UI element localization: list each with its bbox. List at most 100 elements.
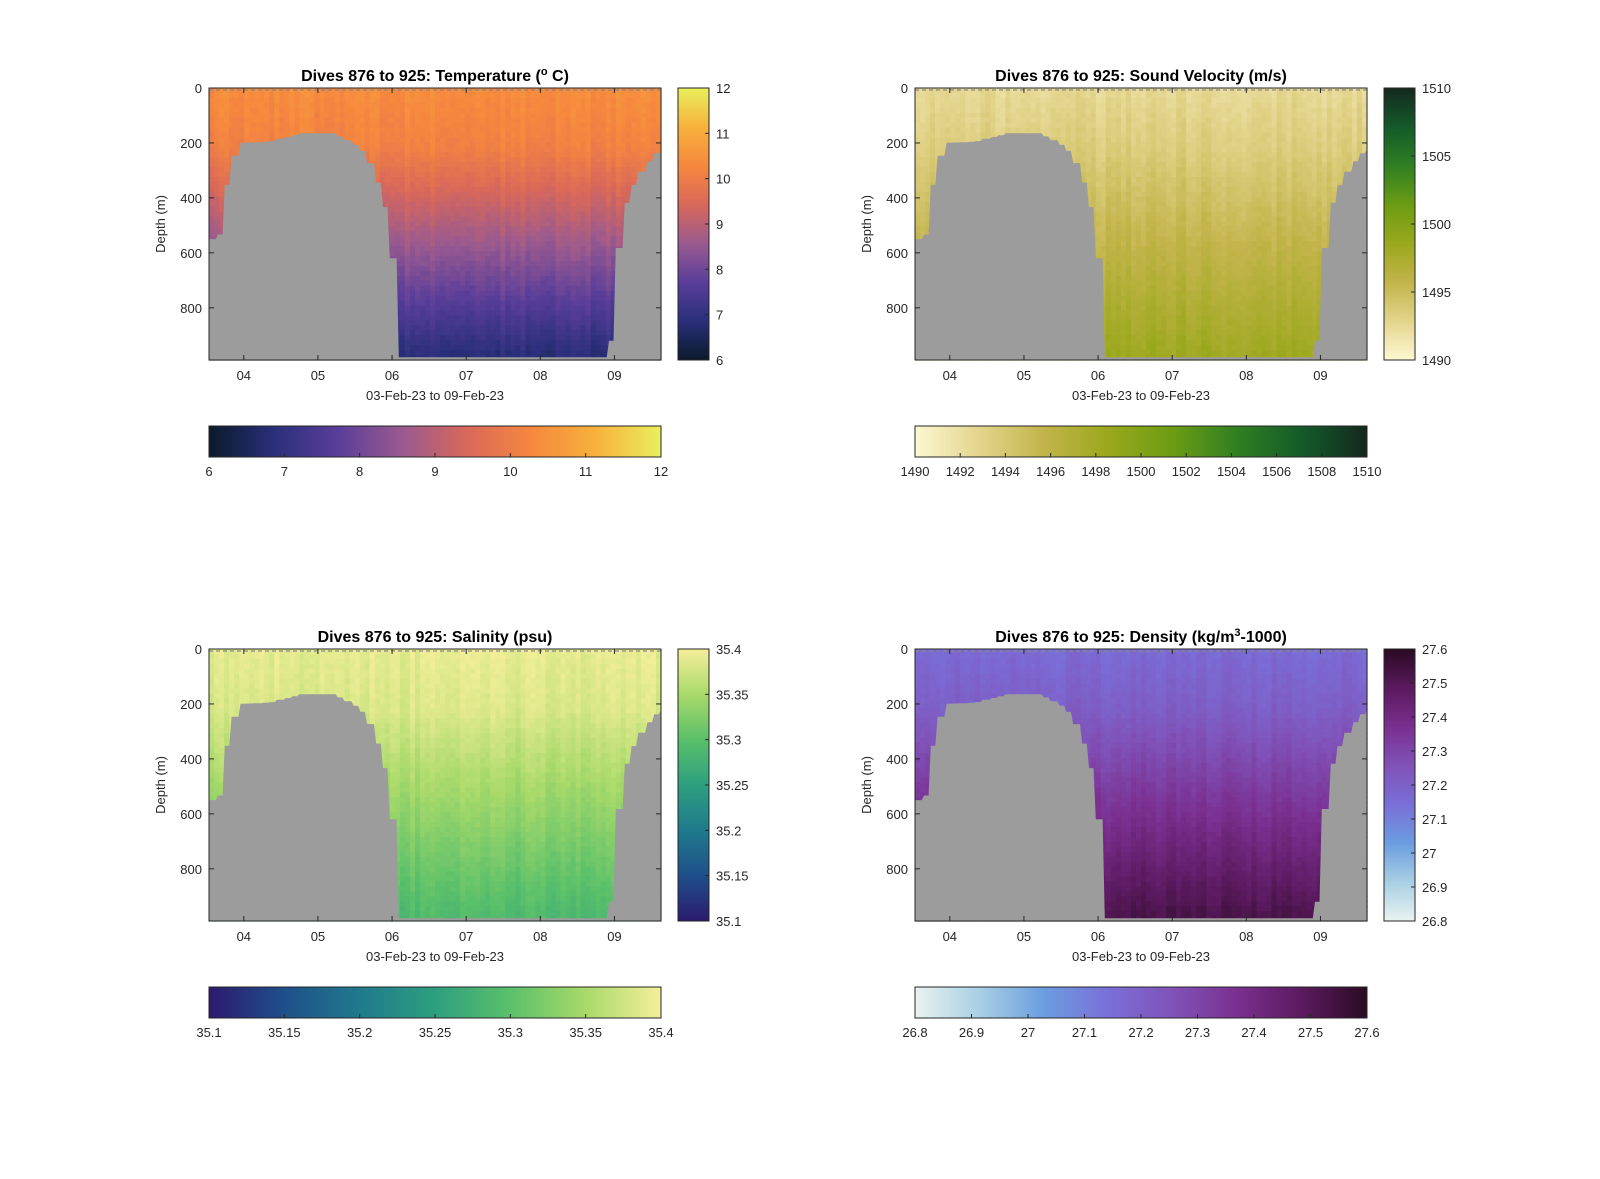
y-tick-label: 400 xyxy=(886,191,908,206)
colorbar-tick-label: 7 xyxy=(281,464,288,479)
y-axis-label: Depth (m) xyxy=(153,195,168,253)
colorbar-tick-label: 27.5 xyxy=(1422,676,1447,691)
colorbar-tick-label: 1500 xyxy=(1127,464,1156,479)
title-part: Dives 876 to 925: Sound Velocity (m/s) xyxy=(995,68,1287,85)
x-tick-label: 07 xyxy=(459,929,473,944)
y-tick-label: 800 xyxy=(180,301,202,316)
colorbar-tick-label: 26.8 xyxy=(902,1025,927,1040)
chart-panel-2: 0 200 400 600 800 04 05 06 07 08 09 03-Feb-23 to 09… xyxy=(859,68,1451,479)
y-tick-label: 600 xyxy=(180,807,202,822)
colorbar-tick-label: 27.5 xyxy=(1298,1025,1323,1040)
colorbar-tick-label: 1504 xyxy=(1217,464,1246,479)
y-tick-label: 200 xyxy=(886,136,908,151)
colorbar-tick-label: 1505 xyxy=(1422,149,1451,164)
colorbar-tick-label: 1494 xyxy=(991,464,1020,479)
x-tick-label: 04 xyxy=(943,368,957,383)
colorbar-tick-label: 27.3 xyxy=(1422,744,1447,759)
axes-frame xyxy=(914,87,1368,361)
colorbar-tick-label: 1510 xyxy=(1353,464,1382,479)
colorbar-tick-label: 12 xyxy=(654,464,668,479)
colorbar-tick-label: 10 xyxy=(503,464,517,479)
y-axis-label: Depth (m) xyxy=(859,756,874,814)
colorbar-horizontal xyxy=(914,986,1368,1019)
y-tick-label: 400 xyxy=(180,191,202,206)
x-axis-label: 03-Feb-23 to 09-Feb-23 xyxy=(1072,949,1210,964)
y-tick-label: 0 xyxy=(901,81,908,96)
x-tick-label: 05 xyxy=(311,929,325,944)
y-tick-label: 200 xyxy=(886,697,908,712)
colorbar-tick-label: 27.3 xyxy=(1185,1025,1210,1040)
colorbar-tick-label: 27 xyxy=(1422,846,1436,861)
y-axis-label: Depth (m) xyxy=(153,756,168,814)
chart-title: Dives 876 to 925: Salinity (psu) xyxy=(318,629,553,646)
colorbar-horizontal xyxy=(208,986,662,1019)
colorbar-tick-label: 35.3 xyxy=(498,1025,523,1040)
x-tick-label: 05 xyxy=(311,368,325,383)
x-tick-label: 04 xyxy=(237,368,251,383)
y-tick-label: 400 xyxy=(180,752,202,767)
y-tick-label: 600 xyxy=(180,246,202,261)
y-tick-label: 800 xyxy=(180,862,202,877)
colorbar-tick-label: 1498 xyxy=(1081,464,1110,479)
colorbar-tick-label: 35.25 xyxy=(419,1025,452,1040)
y-tick-label: 600 xyxy=(886,246,908,261)
colorbar-tick-label: 35.3 xyxy=(716,733,741,748)
x-tick-label: 07 xyxy=(1165,368,1179,383)
x-tick-label: 06 xyxy=(385,929,399,944)
y-tick-label: 0 xyxy=(195,642,202,657)
colorbar-horizontal xyxy=(208,425,662,458)
colorbar-tick-label: 27.6 xyxy=(1354,1025,1379,1040)
colorbar-tick-label: 35.25 xyxy=(716,778,749,793)
colorbar-tick-label: 1510 xyxy=(1422,81,1451,96)
x-tick-label: 09 xyxy=(607,929,621,944)
colorbar-tick-label: 8 xyxy=(356,464,363,479)
colorbar-tick-label: 1490 xyxy=(901,464,930,479)
colorbar-vertical xyxy=(1383,87,1416,361)
colorbar-tick-label: 10 xyxy=(716,172,730,187)
colorbar-tick-label: 26.9 xyxy=(1422,880,1447,895)
colorbar-tick-label: 35.2 xyxy=(716,823,741,838)
y-tick-label: 0 xyxy=(195,81,202,96)
colorbar-tick-label: 27.2 xyxy=(1128,1025,1153,1040)
colorbar-tick-label: 27.4 xyxy=(1422,710,1447,725)
x-tick-label: 04 xyxy=(237,929,251,944)
title-superscript: o xyxy=(541,66,548,78)
chart-panel-4: 0 200 400 600 800 04 05 06 07 08 09 03-Feb-23 to 09… xyxy=(859,627,1447,1040)
colorbar-tick-label: 8 xyxy=(716,262,723,277)
y-tick-label: 0 xyxy=(901,642,908,657)
chart-title: Dives 876 to 925: Sound Velocity (m/s) xyxy=(995,68,1287,85)
colorbar-tick-label: 1492 xyxy=(946,464,975,479)
chart-panel-1: 0 200 400 600 800 04 05 06 07 08 09 03-Feb-23 to 09… xyxy=(153,66,730,479)
seafloor-mask xyxy=(915,694,1367,921)
colorbar-tick-label: 27.6 xyxy=(1422,642,1447,657)
x-axis-label: 03-Feb-23 to 09-Feb-23 xyxy=(366,949,504,964)
axes-frame xyxy=(208,87,662,361)
colorbar-tick-label: 9 xyxy=(431,464,438,479)
x-tick-label: 06 xyxy=(1091,368,1105,383)
colorbar-tick-label: 26.8 xyxy=(1422,914,1447,929)
y-tick-label: 200 xyxy=(180,136,202,151)
colorbar-tick-label: 11 xyxy=(716,126,730,141)
seafloor-mask xyxy=(209,694,661,921)
x-tick-label: 08 xyxy=(533,368,547,383)
y-tick-label: 400 xyxy=(886,752,908,767)
chart-title: Dives 876 to 925: Density (kg/m3-1000) xyxy=(995,627,1287,646)
title-part: Dives 876 to 925: Temperature ( xyxy=(301,68,541,85)
colorbar-tick-label: 35.1 xyxy=(716,914,741,929)
title-part: C) xyxy=(548,68,569,85)
title-part: Dives 876 to 925: Salinity (psu) xyxy=(318,629,553,646)
x-tick-label: 07 xyxy=(459,368,473,383)
colorbar-tick-label: 26.9 xyxy=(959,1025,984,1040)
y-tick-label: 800 xyxy=(886,301,908,316)
y-axis-label: Depth (m) xyxy=(859,195,874,253)
chart-panel-3: 0 200 400 600 800 04 05 06 07 08 09 03-Feb-23 to 09… xyxy=(153,629,749,1040)
x-tick-label: 05 xyxy=(1017,368,1031,383)
colorbar-vertical xyxy=(677,648,710,922)
seafloor-mask xyxy=(915,133,1367,360)
colorbar-tick-label: 35.15 xyxy=(716,869,749,884)
colorbar-tick-label: 27.1 xyxy=(1422,812,1447,827)
x-tick-label: 04 xyxy=(943,929,957,944)
colorbar-tick-label: 1496 xyxy=(1036,464,1065,479)
colorbar-tick-label: 35.1 xyxy=(196,1025,221,1040)
title-part: Dives 876 to 925: Density (kg/m xyxy=(995,629,1234,646)
